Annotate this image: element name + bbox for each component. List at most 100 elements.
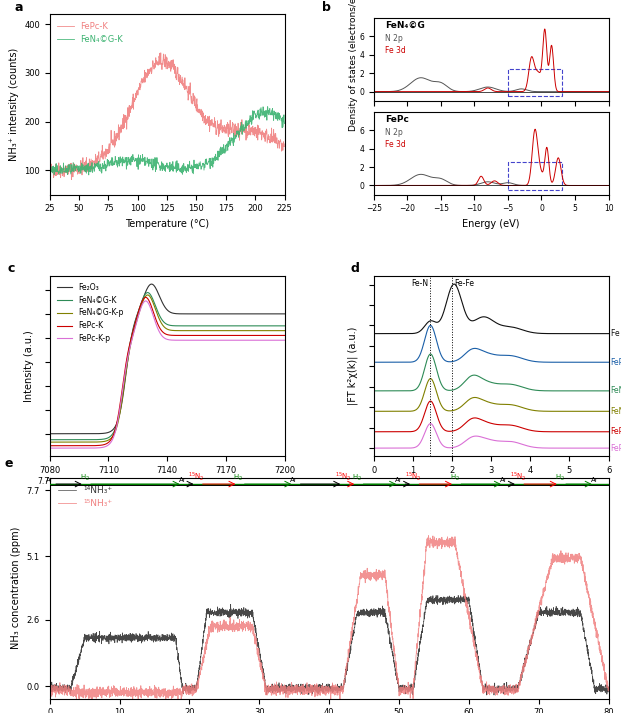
¹⁵NH₃⁺ bbox=[286, 690, 293, 699]
Fe 3d bbox=[532, 125, 539, 133]
¹⁴NH₃⁺ bbox=[312, 682, 319, 690]
Fe₂O₃ bbox=[276, 309, 283, 318]
FeN₄©G-K bbox=[189, 169, 196, 178]
Line: FeN₄©G-K: FeN₄©G-K bbox=[50, 292, 284, 440]
FeN₄©G-K-p bbox=[46, 438, 53, 446]
Fe₂O₃ bbox=[46, 429, 53, 438]
FeN₄©G-K bbox=[85, 170, 93, 179]
Text: Fe 3d: Fe 3d bbox=[386, 46, 406, 55]
N 2p bbox=[474, 180, 481, 189]
FePc bbox=[510, 352, 518, 360]
FePc-K-p bbox=[281, 336, 288, 344]
¹⁵NH₃⁺ bbox=[605, 687, 612, 695]
N 2p bbox=[553, 88, 561, 96]
Text: Ar: Ar bbox=[291, 477, 298, 483]
FeN₄©G-K-p bbox=[370, 407, 378, 416]
FeN₄©G-K bbox=[281, 322, 288, 330]
Line: FePc-K-p: FePc-K-p bbox=[374, 424, 609, 448]
N 2p bbox=[465, 87, 473, 96]
N 2p bbox=[394, 180, 401, 189]
Fe foil bbox=[510, 323, 518, 332]
¹⁴NH₃⁺ bbox=[560, 608, 568, 617]
Text: Fe-N: Fe-N bbox=[412, 279, 428, 288]
Fe foil bbox=[483, 313, 491, 322]
FePc bbox=[600, 358, 607, 366]
Text: Ar: Ar bbox=[395, 477, 403, 483]
Fe₂O₃ bbox=[160, 299, 167, 308]
Text: Fe 3d: Fe 3d bbox=[386, 140, 406, 148]
FePc-K bbox=[186, 331, 194, 339]
Text: 7.7: 7.7 bbox=[37, 477, 50, 486]
Y-axis label: |FT k²χ(k)| (a.u.): |FT k²χ(k)| (a.u.) bbox=[348, 327, 358, 405]
FeN₄©G-K-p bbox=[497, 400, 505, 409]
Text: $^{15}$N$_2$: $^{15}$N$_2$ bbox=[405, 471, 421, 483]
N 2p bbox=[474, 86, 481, 94]
FePc-K bbox=[46, 441, 53, 450]
Y-axis label: NH₃⁺ intensity (counts): NH₃⁺ intensity (counts) bbox=[9, 48, 19, 161]
¹⁵NH₃⁺ bbox=[588, 605, 596, 614]
FePc-K-p bbox=[160, 333, 167, 342]
FePc-K-p bbox=[605, 443, 612, 452]
N 2p bbox=[370, 88, 378, 96]
FePc-K-p bbox=[370, 443, 378, 452]
FePc bbox=[605, 358, 612, 366]
N 2p bbox=[532, 87, 539, 96]
Text: FeN₄©G-K: FeN₄©G-K bbox=[610, 386, 621, 396]
FeN₄©G-K bbox=[144, 288, 152, 297]
Text: N 2p: N 2p bbox=[386, 34, 403, 43]
¹⁴NH₃⁺ bbox=[281, 686, 288, 694]
Line: ¹⁵NH₃⁺: ¹⁵NH₃⁺ bbox=[50, 535, 609, 699]
FePc-K bbox=[160, 328, 167, 337]
Fe 3d bbox=[370, 181, 378, 190]
¹⁵NH₃⁺ bbox=[89, 695, 96, 704]
Text: FePc-K-p: FePc-K-p bbox=[610, 443, 621, 453]
FeN₄©G-K bbox=[158, 315, 165, 324]
X-axis label: Energy (eV): Energy (eV) bbox=[138, 481, 196, 491]
Text: Ar: Ar bbox=[46, 477, 53, 483]
Fe 3d bbox=[465, 88, 473, 96]
FePc-K bbox=[239, 331, 247, 339]
Line: Fe 3d: Fe 3d bbox=[374, 129, 609, 185]
Text: $^{15}$N$_2$: $^{15}$N$_2$ bbox=[188, 471, 204, 483]
N 2p bbox=[465, 181, 473, 190]
Text: c: c bbox=[7, 262, 15, 275]
¹⁴NH₃⁺ bbox=[490, 691, 497, 699]
FeN₄©G-K bbox=[264, 103, 271, 111]
FePc-K-p bbox=[483, 434, 491, 443]
FePc-K bbox=[276, 331, 283, 339]
Line: FeN₄©G-K-p: FeN₄©G-K-p bbox=[50, 295, 284, 442]
FeN₄©G-K bbox=[276, 322, 283, 330]
FePc bbox=[563, 358, 571, 366]
Line: FeN₄©G-K: FeN₄©G-K bbox=[374, 354, 609, 391]
Text: H$_2$: H$_2$ bbox=[555, 473, 564, 483]
Fe 3d bbox=[532, 125, 539, 133]
Line: N 2p: N 2p bbox=[374, 175, 609, 185]
Fe foil bbox=[370, 329, 378, 338]
¹⁵NH₃⁺ bbox=[560, 554, 568, 563]
Line: FePc-K-p: FePc-K-p bbox=[50, 301, 284, 448]
Line: Fe₂O₃: Fe₂O₃ bbox=[50, 284, 284, 434]
FeN₄©G-K-p bbox=[482, 397, 489, 406]
Line: FePc: FePc bbox=[374, 325, 609, 362]
Text: d: d bbox=[350, 262, 359, 275]
X-axis label: Energy (eV): Energy (eV) bbox=[463, 219, 520, 229]
FePc-K-p bbox=[563, 443, 571, 452]
¹⁵NH₃⁺ bbox=[281, 682, 288, 691]
FeN₄©G-K bbox=[248, 111, 256, 119]
Fe₂O₃ bbox=[186, 309, 194, 318]
¹⁵NH₃⁺ bbox=[425, 531, 432, 540]
Line: FePc-K: FePc-K bbox=[50, 53, 284, 180]
FeN₄©G-K bbox=[497, 379, 505, 388]
FePc-K bbox=[173, 331, 181, 339]
N 2p bbox=[532, 181, 539, 190]
Text: a: a bbox=[14, 1, 23, 14]
Legend: ¹⁴NH₃⁺, ¹⁵NH₃⁺: ¹⁴NH₃⁺, ¹⁵NH₃⁺ bbox=[54, 482, 116, 512]
Fe 3d bbox=[473, 88, 481, 96]
Fe₂O₃ bbox=[281, 309, 288, 318]
¹⁴NH₃⁺ bbox=[588, 670, 596, 678]
¹⁵NH₃⁺ bbox=[46, 686, 53, 694]
N 2p bbox=[370, 181, 378, 190]
Fe₂O₃ bbox=[158, 297, 165, 305]
Line: FeN₄©G-K: FeN₄©G-K bbox=[50, 107, 284, 175]
X-axis label: Temperature (°C): Temperature (°C) bbox=[125, 219, 209, 229]
